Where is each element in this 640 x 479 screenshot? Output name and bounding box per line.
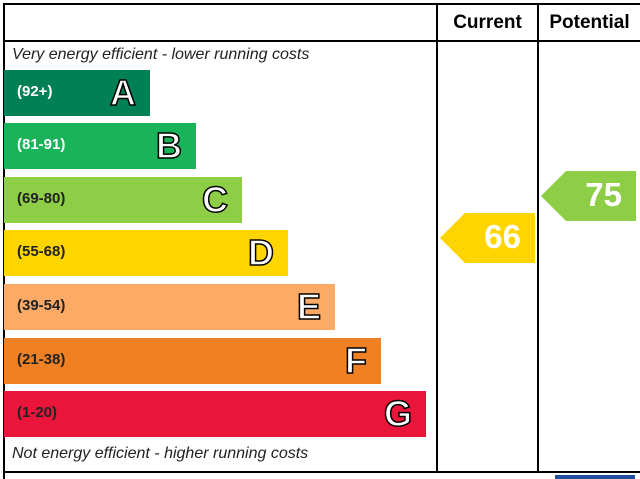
band-c: (69-80) C — [4, 177, 242, 223]
border-bottom — [3, 471, 640, 473]
band-letter: C — [201, 178, 229, 221]
top-note: Very energy efficient - lower running co… — [12, 46, 310, 63]
band-range: (39-54) — [17, 297, 66, 314]
header-divider — [3, 40, 640, 42]
footer-logo — [555, 475, 635, 479]
band-f: (21-38) F — [4, 338, 381, 384]
band-letter: D — [247, 231, 275, 274]
band-g: (1-20) G — [4, 391, 426, 437]
band-letter: G — [383, 392, 413, 435]
band-range: (92+) — [17, 83, 53, 100]
current-rating-arrow: 66 — [440, 213, 535, 263]
band-e: (39-54) E — [4, 284, 335, 330]
potential-rating-value: 75 — [585, 176, 622, 213]
header-current: Current — [453, 12, 522, 33]
band-range: (55-68) — [17, 243, 66, 260]
band-b: (81-91) B — [4, 123, 196, 169]
header-potential: Potential — [549, 12, 630, 33]
potential-rating-arrow: 75 — [541, 171, 636, 221]
band-letter: F — [344, 339, 368, 382]
bottom-note: Not energy efficient - higher running co… — [12, 445, 309, 462]
column-divider-potential — [537, 3, 539, 473]
band-range: (81-91) — [17, 136, 66, 153]
band-range: (69-80) — [17, 190, 66, 207]
band-letter: B — [155, 124, 183, 167]
band-d: (55-68) D — [4, 230, 288, 276]
band-range: (1-20) — [17, 404, 58, 421]
band-range: (21-38) — [17, 351, 66, 368]
border-top — [3, 3, 640, 5]
band-letter: A — [109, 71, 137, 114]
band-a: (92+) A — [4, 70, 150, 116]
current-rating-value: 66 — [484, 218, 521, 255]
band-letter: E — [296, 285, 322, 328]
column-divider-current — [436, 3, 438, 473]
